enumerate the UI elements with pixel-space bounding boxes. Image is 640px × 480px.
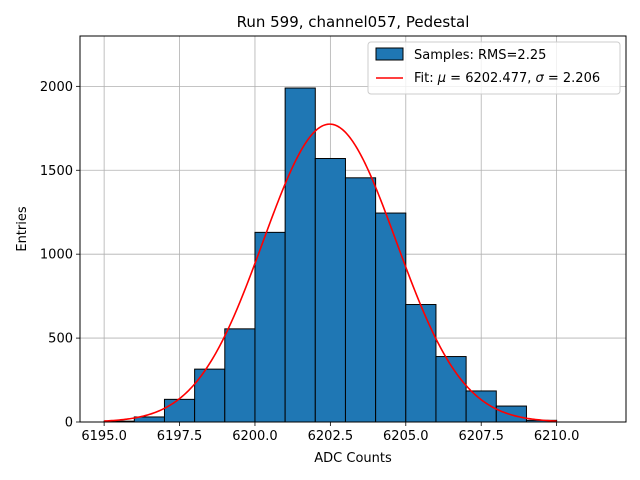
y-tick-label: 2000 bbox=[40, 80, 73, 95]
legend-samples-label: Samples: RMS=2.25 bbox=[414, 48, 546, 63]
histogram-bar bbox=[405, 304, 437, 423]
histogram-bar bbox=[375, 212, 407, 423]
x-tick-label: 6202.5 bbox=[308, 429, 354, 444]
x-tick-label: 6210.0 bbox=[534, 429, 580, 444]
histogram-bar bbox=[344, 177, 377, 423]
y-tick-label: 1000 bbox=[40, 248, 73, 263]
x-tick-label: 6200.0 bbox=[232, 429, 278, 444]
y-tick-label: 1500 bbox=[40, 164, 73, 179]
x-tick-label: 6205.0 bbox=[383, 429, 429, 444]
legend-fit-sigma-symbol: σ bbox=[536, 71, 545, 86]
histogram-bar bbox=[314, 158, 346, 423]
histogram-bar bbox=[284, 87, 316, 423]
x-tick-label: 6197.5 bbox=[157, 429, 203, 444]
legend-fit-mu-value: = 6202.477, bbox=[446, 71, 535, 86]
legend-fit-prefix: Fit: bbox=[414, 71, 438, 86]
histogram-bars bbox=[103, 87, 558, 423]
histogram-bar bbox=[254, 231, 286, 423]
plot-frame bbox=[79, 35, 627, 423]
legend-frame bbox=[367, 41, 621, 95]
x-tick-label: 6207.5 bbox=[458, 429, 504, 444]
y-axis-ticks: 0 500 1000 1500 2000 bbox=[40, 80, 80, 431]
legend-fit-mu-symbol: μ bbox=[437, 71, 446, 86]
histogram-bar bbox=[163, 398, 196, 423]
y-tick-label: 500 bbox=[48, 332, 73, 347]
y-tick-label: 0 bbox=[65, 416, 73, 431]
x-tick-label: 6195.0 bbox=[81, 429, 127, 444]
x-axis-ticks: 6195.0 6197.5 6200.0 6202.5 6205.0 6207.5 6210… bbox=[81, 422, 579, 444]
histogram-bar bbox=[194, 368, 226, 423]
gaussian-fit-curve bbox=[104, 123, 557, 422]
legend: Samples: RMS=2.25 Fit: μ = 6202.477, σ =… bbox=[367, 41, 621, 95]
histogram-bar bbox=[224, 328, 256, 423]
legend-samples-swatch bbox=[375, 47, 404, 61]
y-axis-title: Entries bbox=[15, 206, 30, 252]
legend-fit-sigma-value: = 2.206 bbox=[544, 71, 600, 86]
chart-title: Run 599, channel057, Pedestal bbox=[237, 13, 470, 31]
legend-fit-label: Fit: μ = 6202.477, σ = 2.206 bbox=[414, 71, 600, 86]
x-axis-title: ADC Counts bbox=[314, 451, 392, 466]
